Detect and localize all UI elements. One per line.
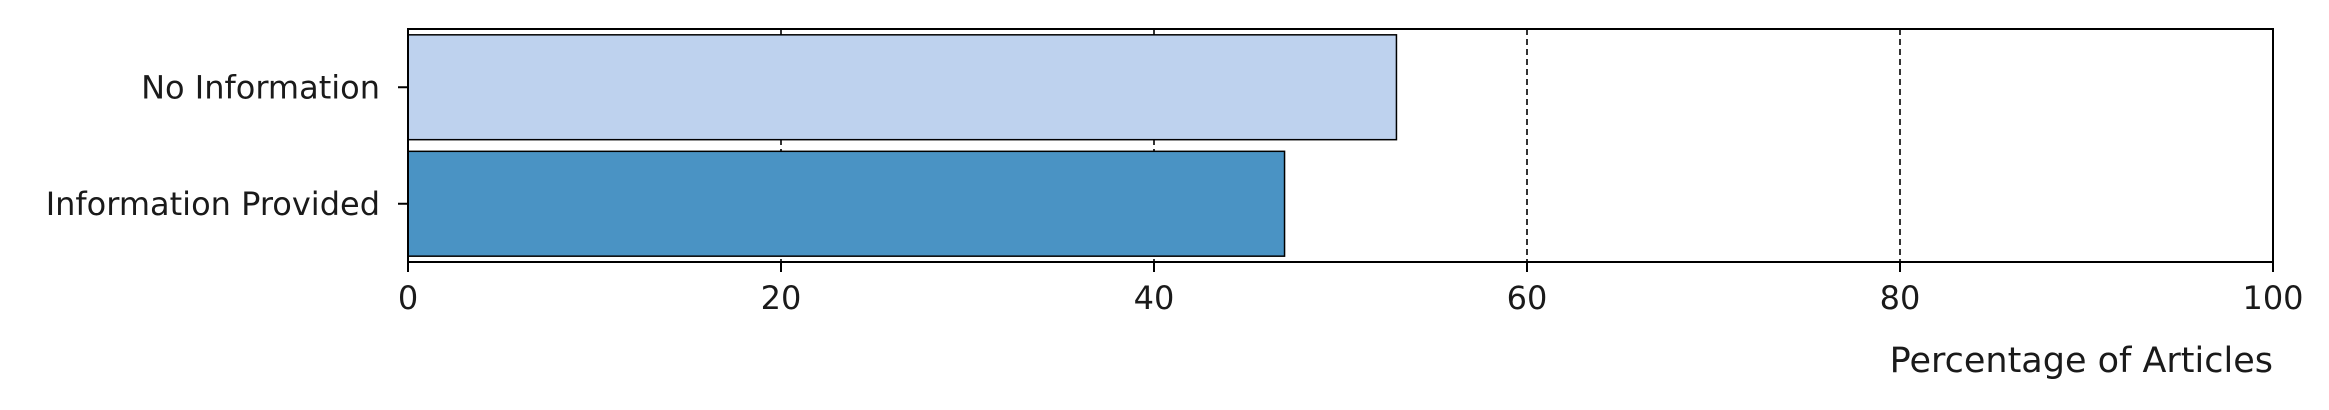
x-tick-label: 100 [2242, 279, 2303, 317]
category-label: No Information [141, 68, 380, 106]
x-axis-label: Percentage of Articles [1890, 341, 2273, 381]
x-tick-label: 20 [761, 279, 802, 317]
bar [407, 150, 1286, 257]
x-tick-label: 80 [1880, 279, 1921, 317]
x-axis: 0 20 40 60 80 100 [398, 262, 2304, 317]
y-axis: No Information Information Provided [46, 68, 408, 223]
bars [407, 34, 1398, 257]
x-tick-label: 40 [1134, 279, 1175, 317]
x-tick-label: 0 [398, 279, 418, 317]
x-tick-label: 60 [1507, 279, 1548, 317]
category-label: Information Provided [46, 185, 380, 223]
bar [407, 34, 1398, 141]
plot-frame [407, 28, 2274, 263]
